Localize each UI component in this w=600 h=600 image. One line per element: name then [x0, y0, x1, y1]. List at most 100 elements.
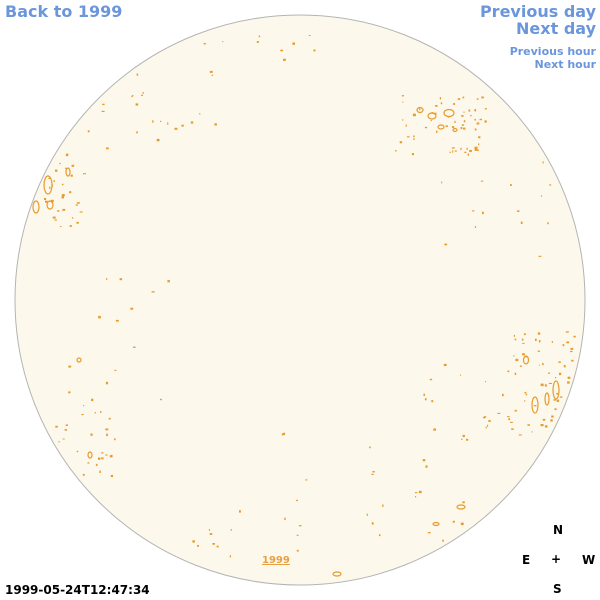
spot	[61, 183, 64, 186]
previous-day-link[interactable]: Previous day	[479, 2, 596, 21]
spot	[477, 149, 479, 151]
spot	[48, 177, 51, 179]
spot	[230, 529, 232, 531]
spot	[401, 95, 404, 97]
contour	[437, 124, 445, 130]
spot	[517, 210, 520, 212]
spot	[414, 492, 418, 494]
back-to-year-link[interactable]: Back to 1999	[5, 2, 123, 21]
spot	[481, 96, 484, 99]
spot	[518, 434, 522, 436]
spot	[559, 372, 562, 376]
spot	[519, 365, 522, 367]
spot	[440, 102, 443, 105]
spot	[538, 255, 542, 257]
spot	[106, 278, 108, 280]
spot	[464, 151, 467, 153]
spot	[83, 173, 86, 175]
spot	[369, 446, 371, 449]
spot	[547, 222, 549, 225]
spot	[461, 124, 465, 126]
spot	[460, 148, 462, 151]
spot	[258, 35, 261, 38]
spot	[556, 399, 560, 402]
spot	[152, 120, 154, 123]
spot	[551, 341, 553, 343]
spot	[542, 161, 544, 164]
spot	[181, 124, 184, 127]
spot	[69, 225, 72, 227]
spot	[474, 118, 476, 121]
magnetic-spots	[44, 35, 576, 558]
spot	[514, 409, 517, 412]
spot	[425, 465, 428, 468]
contour	[544, 392, 550, 406]
spot	[119, 278, 123, 281]
spot	[167, 280, 170, 283]
next-hour-link[interactable]: Next hour	[534, 58, 597, 71]
spot	[525, 393, 528, 396]
spot	[76, 221, 79, 224]
spot	[422, 459, 426, 462]
spot	[131, 96, 133, 98]
spot	[507, 370, 510, 373]
spot	[484, 381, 487, 383]
spot	[65, 167, 67, 169]
spot	[460, 374, 462, 376]
spot	[476, 98, 479, 100]
spot	[497, 412, 501, 414]
spot	[99, 470, 101, 473]
spot	[424, 398, 427, 401]
spot	[142, 92, 144, 94]
spot	[443, 363, 447, 366]
spot	[105, 454, 108, 456]
spot	[449, 151, 451, 153]
spot	[463, 111, 465, 113]
spot	[444, 243, 448, 246]
spot	[79, 211, 83, 213]
contour	[531, 396, 539, 414]
spot	[521, 338, 524, 341]
spot	[133, 346, 136, 348]
spot	[135, 103, 139, 106]
spot	[114, 369, 117, 371]
spot	[474, 146, 478, 150]
spot	[466, 147, 468, 150]
spot	[513, 334, 515, 337]
spot	[513, 355, 515, 357]
contour	[432, 521, 440, 527]
spot	[431, 400, 434, 403]
spot	[50, 199, 54, 203]
spot	[550, 419, 553, 422]
spot	[87, 130, 90, 133]
spot	[559, 396, 563, 398]
spot	[542, 362, 544, 366]
spot	[488, 420, 491, 422]
previous-hour-link[interactable]: Previous hour	[509, 45, 596, 58]
compass-east: E	[522, 553, 531, 567]
spot	[468, 109, 471, 112]
spot	[209, 70, 213, 73]
spot	[454, 120, 456, 123]
year-link[interactable]: 1999	[262, 555, 290, 566]
spot	[156, 138, 160, 142]
spot	[81, 414, 84, 416]
spot	[520, 221, 523, 224]
spot	[461, 438, 463, 440]
spot	[160, 398, 162, 401]
spot	[136, 131, 138, 134]
spot	[461, 115, 464, 117]
spot	[510, 421, 513, 423]
spot	[61, 196, 64, 199]
spot	[515, 358, 519, 362]
spot	[457, 98, 461, 100]
spot	[452, 150, 454, 153]
spot	[462, 501, 465, 504]
spot	[256, 41, 259, 43]
spot	[522, 342, 525, 344]
spot	[540, 195, 543, 197]
next-day-link[interactable]: Next day	[516, 19, 596, 38]
spot	[472, 210, 475, 212]
spot	[469, 149, 472, 152]
spot	[514, 338, 517, 341]
